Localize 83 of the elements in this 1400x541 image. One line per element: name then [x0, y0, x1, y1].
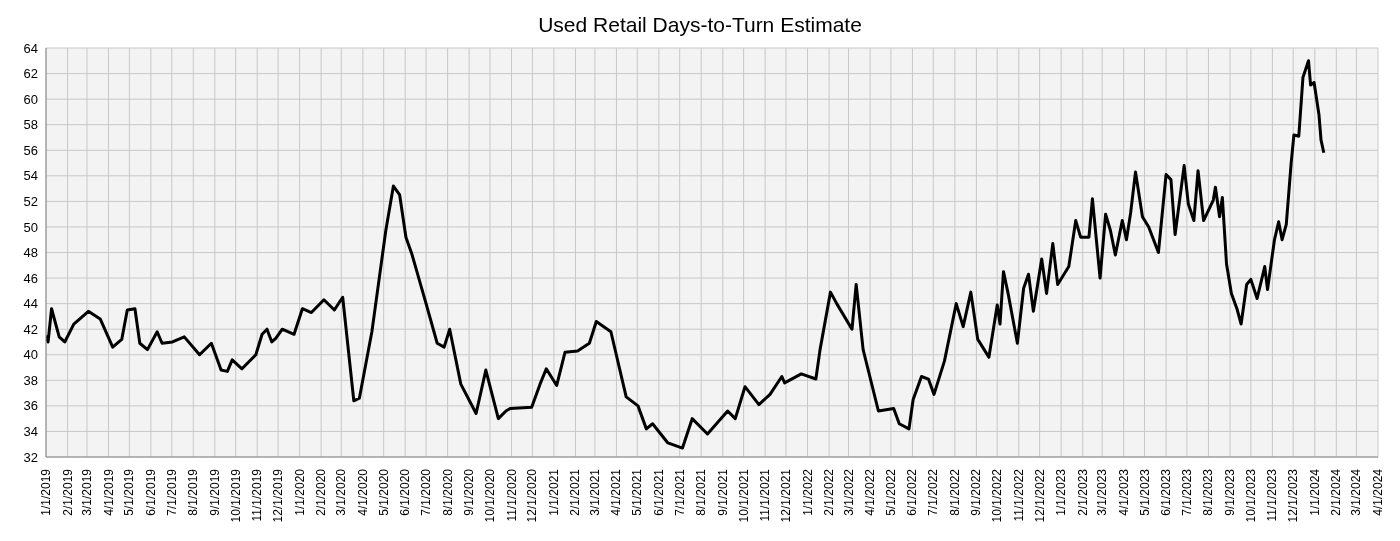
- x-tick-label: 2/1/2019: [60, 468, 75, 516]
- x-tick-label: 6/1/2019: [143, 468, 158, 516]
- x-tick-label: 10/1/2019: [228, 468, 243, 523]
- x-tick-label: 12/1/2023: [1286, 468, 1301, 523]
- x-tick-label: 6/1/2020: [398, 468, 413, 516]
- x-tick-label: 3/1/2020: [334, 468, 349, 516]
- y-tick-label: 32: [23, 449, 38, 465]
- x-tick-label: 7/1/2023: [1179, 468, 1194, 516]
- x-tick-label: 7/1/2020: [419, 468, 434, 516]
- x-tick-label: 9/1/2021: [715, 468, 730, 516]
- x-tick-label: 2/1/2021: [568, 468, 583, 516]
- x-tick-label: 9/1/2020: [462, 468, 477, 516]
- x-tick-label: 12/1/2019: [271, 468, 286, 523]
- x-tick-label: 12/1/2022: [1032, 468, 1047, 523]
- y-tick-label: 58: [23, 117, 38, 133]
- y-tick-label: 52: [23, 193, 38, 209]
- x-tick-label: 1/1/2023: [1054, 468, 1069, 516]
- x-tick-label: 7/1/2021: [672, 468, 687, 516]
- x-tick-label: 6/1/2021: [651, 468, 666, 516]
- x-tick-label: 3/1/2021: [587, 468, 602, 516]
- x-tick-label: 5/1/2023: [1137, 468, 1152, 516]
- x-tick-label: 4/1/2023: [1116, 468, 1131, 516]
- x-tick-label: 4/1/2020: [355, 468, 370, 516]
- x-tick-label: 11/1/2022: [1011, 468, 1026, 522]
- x-tick-label: 9/1/2022: [969, 468, 984, 516]
- x-tick-label: 1/1/2019: [39, 468, 53, 516]
- y-tick-label: 60: [23, 91, 38, 107]
- y-tick-label: 40: [23, 347, 38, 363]
- x-tick-label: 11/1/2021: [758, 468, 773, 522]
- x-tick-label: 4/1/2019: [101, 468, 116, 516]
- x-tick-label: 9/1/2019: [207, 468, 222, 516]
- y-tick-label: 50: [23, 219, 38, 235]
- x-tick-label: 8/1/2021: [694, 468, 709, 516]
- y-tick-label: 46: [23, 270, 38, 286]
- y-tick-label: 48: [23, 245, 38, 261]
- x-tick-label: 12/1/2020: [525, 468, 540, 523]
- y-tick-label: 34: [23, 424, 38, 440]
- x-tick-label: 11/1/2020: [504, 468, 519, 522]
- x-tick-label: 5/1/2019: [122, 468, 137, 516]
- x-tick-label: 4/1/2022: [863, 468, 878, 516]
- x-tick-label: 5/1/2020: [376, 468, 391, 516]
- x-tick-label: 6/1/2023: [1159, 468, 1174, 516]
- x-tick-label: 7/1/2022: [926, 468, 941, 516]
- y-tick-label: 38: [23, 372, 38, 388]
- x-tick-label: 2/1/2022: [822, 468, 837, 516]
- x-tick-label: 2/1/2023: [1075, 468, 1090, 516]
- x-tick-label: 3/1/2019: [80, 468, 94, 516]
- x-tick-label: 1/1/2021: [546, 468, 561, 516]
- x-tick-label: 10/1/2021: [736, 468, 751, 523]
- x-tick-label: 1/1/2024: [1307, 468, 1322, 516]
- y-tick-label: 36: [23, 398, 38, 414]
- x-tick-label: 8/1/2019: [186, 468, 201, 516]
- x-tick-label: 3/1/2024: [1349, 468, 1364, 516]
- y-tick-label: 42: [23, 321, 38, 337]
- x-tick-label: 10/1/2022: [990, 468, 1005, 523]
- x-tick-label: 11/1/2019: [250, 468, 265, 522]
- x-tick-label: 1/1/2022: [800, 468, 815, 516]
- chart-title: Used Retail Days-to-Turn Estimate: [537, 12, 863, 38]
- x-tick-label: 4/1/2024: [1371, 468, 1385, 516]
- y-tick-label: 62: [23, 66, 38, 82]
- x-tick-label: 2/1/2020: [314, 468, 329, 516]
- line-series: [46, 59, 1326, 450]
- x-tick-label: 11/1/2023: [1265, 468, 1280, 522]
- x-tick-label: 4/1/2021: [609, 468, 624, 516]
- x-tick-label: 10/1/2020: [483, 468, 497, 523]
- y-tick-label: 54: [23, 168, 38, 184]
- y-tick-label: 44: [23, 296, 38, 312]
- x-tick-label: 10/1/2023: [1243, 468, 1258, 523]
- x-tick-label: 5/1/2022: [883, 468, 898, 516]
- x-tick-label: 3/1/2023: [1095, 468, 1110, 516]
- y-tick-label: 56: [23, 142, 38, 158]
- x-tick-label: 5/1/2021: [630, 468, 645, 516]
- x-tick-label: 7/1/2019: [164, 468, 179, 516]
- x-tick-label: 12/1/2021: [779, 468, 793, 523]
- y-tick-label: 64: [23, 40, 38, 56]
- x-tick-label: 8/1/2020: [440, 468, 455, 516]
- x-tick-label: 2/1/2024: [1329, 468, 1344, 516]
- x-tick-label: 1/1/2020: [292, 468, 307, 516]
- x-tick-label: 3/1/2022: [841, 468, 856, 516]
- x-tick-label: 8/1/2023: [1201, 468, 1216, 516]
- x-tick-label: 8/1/2022: [947, 468, 962, 516]
- x-tick-label: 6/1/2022: [905, 468, 920, 516]
- x-tick-label: 9/1/2023: [1223, 468, 1237, 516]
